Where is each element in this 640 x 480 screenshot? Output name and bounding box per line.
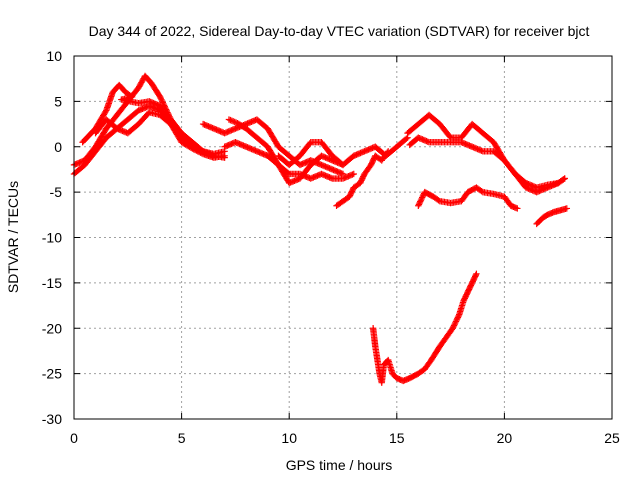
data-point bbox=[158, 97, 166, 105]
series-track-13 bbox=[533, 205, 571, 228]
series-track-9 bbox=[333, 148, 392, 209]
data-point bbox=[384, 149, 391, 156]
series-track-14 bbox=[369, 270, 480, 386]
y-tick-label: -15 bbox=[42, 275, 62, 291]
x-tick-label: 10 bbox=[281, 430, 297, 446]
series-track-11 bbox=[406, 134, 568, 196]
data-point bbox=[228, 117, 236, 124]
data-point bbox=[478, 188, 485, 195]
x-tick-label: 15 bbox=[389, 430, 405, 446]
data-point bbox=[514, 205, 521, 212]
x-tick-label: 0 bbox=[70, 430, 78, 446]
y-tick-label: 10 bbox=[46, 48, 62, 64]
series-track-8 bbox=[275, 134, 411, 169]
data-point bbox=[563, 205, 571, 212]
x-axis-label: GPS time / hours bbox=[286, 457, 393, 473]
plot-frame bbox=[73, 55, 613, 420]
data-point bbox=[225, 116, 233, 123]
x-tick-label: 5 bbox=[178, 430, 186, 446]
y-tick-label: -20 bbox=[42, 320, 62, 336]
series-track-4 bbox=[92, 109, 196, 146]
grid bbox=[74, 56, 612, 419]
y-tick-label: -10 bbox=[42, 230, 62, 246]
data-point bbox=[159, 99, 166, 106]
data-point bbox=[455, 312, 462, 320]
y-axis-label: SDTVAR / TECUs bbox=[5, 181, 21, 293]
data-point bbox=[160, 100, 167, 108]
y-tick-label: -5 bbox=[50, 184, 63, 200]
data-point bbox=[435, 197, 442, 204]
series-track-3 bbox=[79, 81, 228, 161]
data-point bbox=[230, 118, 237, 125]
series-track-7 bbox=[221, 139, 357, 182]
x-tick-label: 20 bbox=[497, 430, 513, 446]
data-point bbox=[473, 270, 480, 277]
data-point bbox=[221, 152, 228, 160]
chart-title: Day 344 of 2022, Sidereal Day-to-day VTE… bbox=[89, 23, 590, 39]
y-tick-label: -25 bbox=[42, 366, 62, 382]
series-track-12 bbox=[415, 184, 521, 212]
data-point bbox=[157, 95, 164, 102]
data-points bbox=[70, 72, 571, 386]
data-point bbox=[227, 116, 234, 124]
data-point bbox=[158, 96, 165, 103]
data-point bbox=[350, 170, 357, 178]
y-tick-label: -30 bbox=[42, 411, 62, 427]
data-point bbox=[472, 271, 480, 279]
y-tick-label: 0 bbox=[54, 139, 62, 155]
data-point bbox=[156, 93, 164, 101]
data-point bbox=[189, 139, 196, 146]
data-point bbox=[561, 175, 568, 182]
data-point bbox=[560, 176, 567, 183]
data-point bbox=[231, 118, 238, 126]
data-point bbox=[403, 135, 410, 142]
data-point bbox=[384, 148, 392, 155]
x-tick-label: 25 bbox=[604, 430, 620, 446]
y-tick-label: 5 bbox=[54, 93, 62, 109]
